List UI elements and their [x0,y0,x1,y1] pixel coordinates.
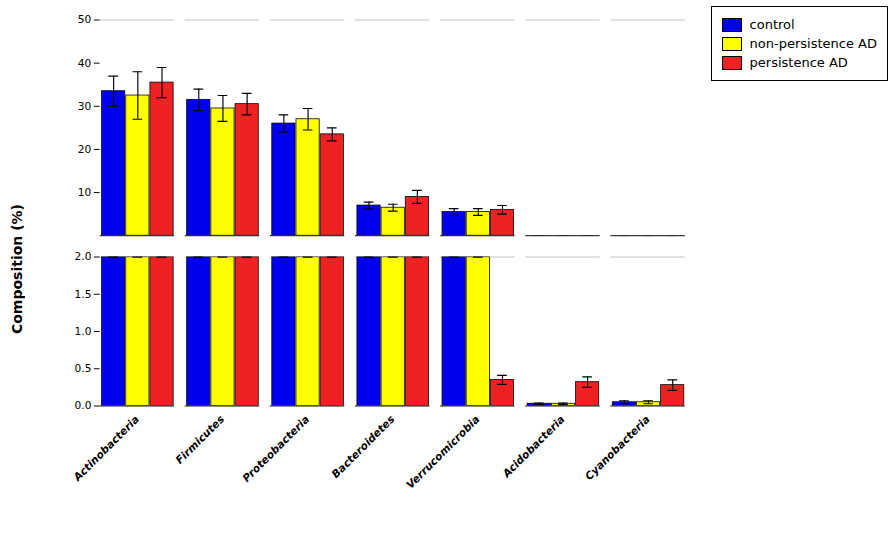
html-text:persistence AD: persistence AD [749,55,848,70]
svg-text:1.0: 1.0 [75,325,92,338]
html-text:control: control [749,17,795,32]
svg-text:Firmicutes: Firmicutes [173,413,227,467]
svg-text:20: 20 [78,143,92,156]
svg-text:Actinobacteria: Actinobacteria [70,413,142,485]
svg-text:Acidobacteria: Acidobacteria [500,413,568,481]
svg-text:1.5: 1.5 [75,288,92,301]
html-text:Composition (%): Composition (%) [8,204,25,335]
svg-text:Verrucomicrobia: Verrucomicrobia [404,413,483,492]
svg-text:Proteobacteria: Proteobacteria [240,413,312,485]
svg-text:30: 30 [78,100,92,113]
html-text:non-persistence AD: non-persistence AD [749,36,877,51]
svg-text:0.5: 0.5 [75,362,92,375]
svg-text:40: 40 [78,57,92,70]
svg-text:50: 50 [78,13,92,26]
svg-text:Bacteroidetes: Bacteroidetes [329,413,397,481]
svg-text:0.0: 0.0 [75,399,92,412]
svg-text:2.0: 2.0 [75,250,92,263]
svg-text:Cyanobacteria: Cyanobacteria [583,413,653,483]
svg-text:10: 10 [78,186,92,199]
